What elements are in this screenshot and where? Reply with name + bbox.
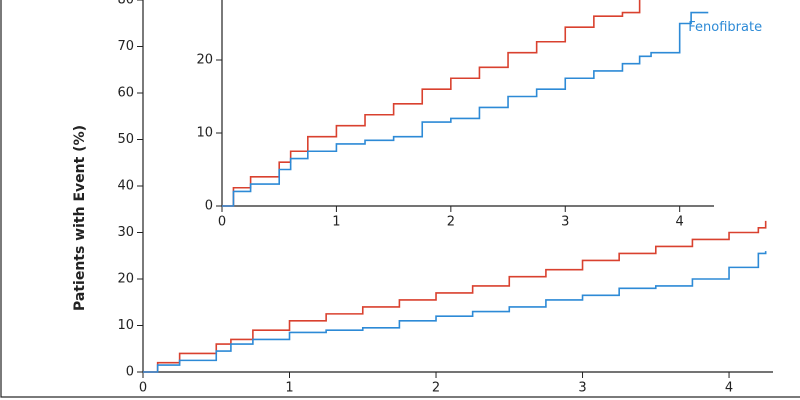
series-line [143,220,767,373]
y-tick-label: 0 [205,199,213,214]
y-tick-label: 0 [126,365,134,380]
series-line [143,251,767,373]
x-tick-label: 2 [447,215,455,230]
x-tick-label: 4 [725,381,733,396]
x-tick-label: 2 [432,381,440,396]
y-tick-label: 20 [117,272,134,287]
y-tick-label: 10 [196,126,213,141]
x-tick-label: 1 [332,215,340,230]
y-tick-label: 50 [117,132,134,147]
y-axis-title: Patients with Event (%) [72,125,88,311]
y-tick-label: 30 [117,225,134,240]
inset-background [172,0,724,231]
y-tick-label: 80 [117,0,134,8]
x-tick-label: 1 [285,381,293,396]
y-tick-label: 70 [117,39,134,54]
y-tick-label: 20 [196,53,213,68]
x-tick-label: 0 [218,215,226,230]
series-line [222,11,709,207]
x-tick-label: 3 [578,381,586,396]
series-line [222,0,641,207]
x-tick-label: 4 [676,215,684,230]
y-tick-label: 10 [117,318,134,333]
y-tick-label: 60 [117,86,134,101]
x-tick-label: 3 [561,215,569,230]
x-tick-label: 0 [139,381,147,396]
y-tick-label: 40 [117,179,134,194]
series-label: Fenofibrate [688,20,762,35]
